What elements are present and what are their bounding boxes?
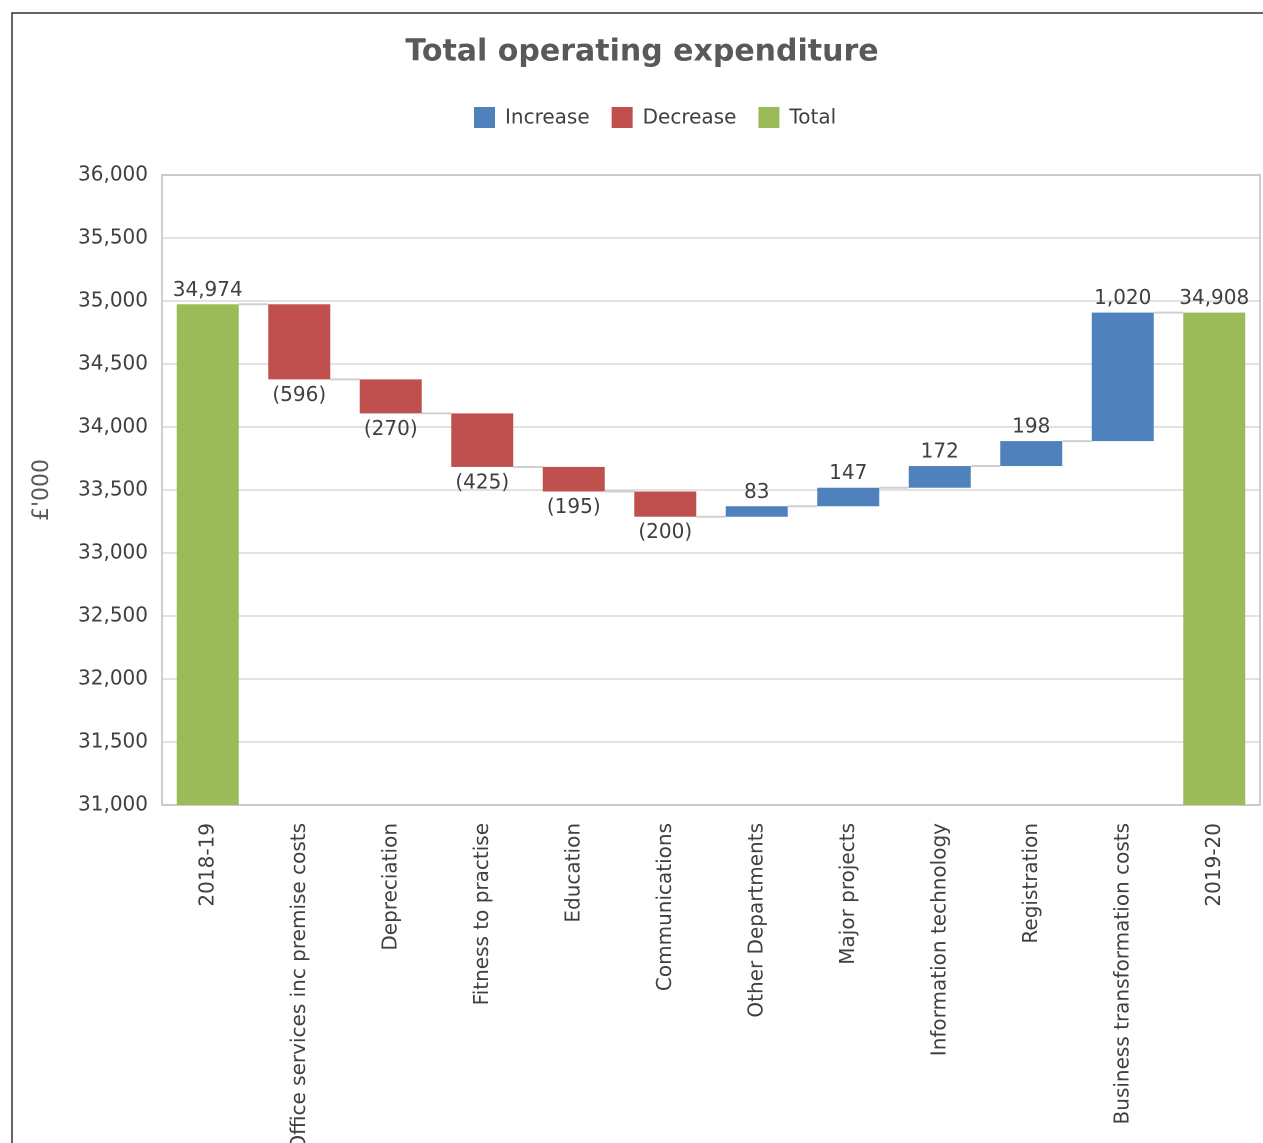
legend-swatch: [474, 107, 495, 128]
data-label: 198: [1012, 414, 1050, 438]
bar: [634, 491, 697, 517]
x-tick-label: Communications: [652, 823, 676, 991]
plot-border: [161, 174, 1261, 806]
bar: [542, 466, 605, 492]
chart-title: Total operating expenditure: [405, 34, 878, 69]
x-tick-label: Registration: [1018, 823, 1042, 944]
bar: [817, 487, 880, 507]
data-label: (195): [547, 494, 601, 518]
y-tick-label: 36,000: [78, 162, 148, 186]
data-label: 34,974: [173, 277, 243, 301]
bar: [908, 466, 971, 488]
data-label: 34,908: [1179, 285, 1249, 309]
x-tick-label: 2019-20: [1201, 823, 1225, 907]
bar: [1000, 441, 1063, 467]
data-label: (270): [364, 416, 418, 440]
x-tick-label: Other Departments: [743, 823, 767, 1018]
bar: [176, 304, 239, 805]
frame: [11, 12, 1263, 1143]
legend-swatch: [611, 107, 633, 128]
x-tick-label: Education: [560, 823, 584, 923]
y-tick-label: 31,000: [78, 792, 148, 816]
bar: [1183, 312, 1246, 805]
y-tick-label: 33,000: [78, 540, 148, 564]
x-tick-label: Depreciation: [377, 823, 401, 951]
y-tick-label: 34,000: [78, 414, 148, 438]
x-tick-label: Fitness to practise: [469, 823, 493, 1005]
y-axis-label: £'000: [29, 459, 54, 521]
data-label: 83: [744, 479, 769, 503]
y-tick-label: 35,000: [78, 288, 148, 312]
bar: [268, 304, 331, 380]
data-label: 147: [829, 460, 867, 484]
y-tick-label: 34,500: [78, 351, 148, 375]
bar: [451, 413, 514, 467]
x-tick-label: Office services inc premise costs: [286, 823, 310, 1143]
y-tick-label: 33,500: [78, 477, 148, 501]
x-tick-label: Information technology: [926, 823, 950, 1056]
legend-label: Decrease: [643, 105, 737, 129]
data-label: (425): [455, 469, 509, 493]
y-tick-label: 32,500: [78, 603, 148, 627]
y-tick-label: 31,500: [78, 729, 148, 753]
x-tick-label: Major projects: [835, 823, 859, 965]
bar: [725, 506, 788, 517]
legend-label: Increase: [505, 105, 590, 129]
data-label: (200): [638, 519, 692, 543]
bar: [1091, 312, 1154, 442]
x-tick-label: Business transformation costs: [1109, 823, 1133, 1124]
y-tick-label: 35,500: [78, 225, 148, 249]
data-label: (596): [272, 382, 326, 406]
legend-swatch: [758, 107, 780, 128]
data-label: 1,020: [1094, 285, 1151, 309]
y-tick-label: 32,000: [78, 666, 148, 690]
data-label: 172: [921, 439, 959, 463]
legend-label: Total: [788, 105, 836, 129]
x-tick-label: 2018-19: [194, 823, 218, 907]
bar: [359, 379, 422, 414]
